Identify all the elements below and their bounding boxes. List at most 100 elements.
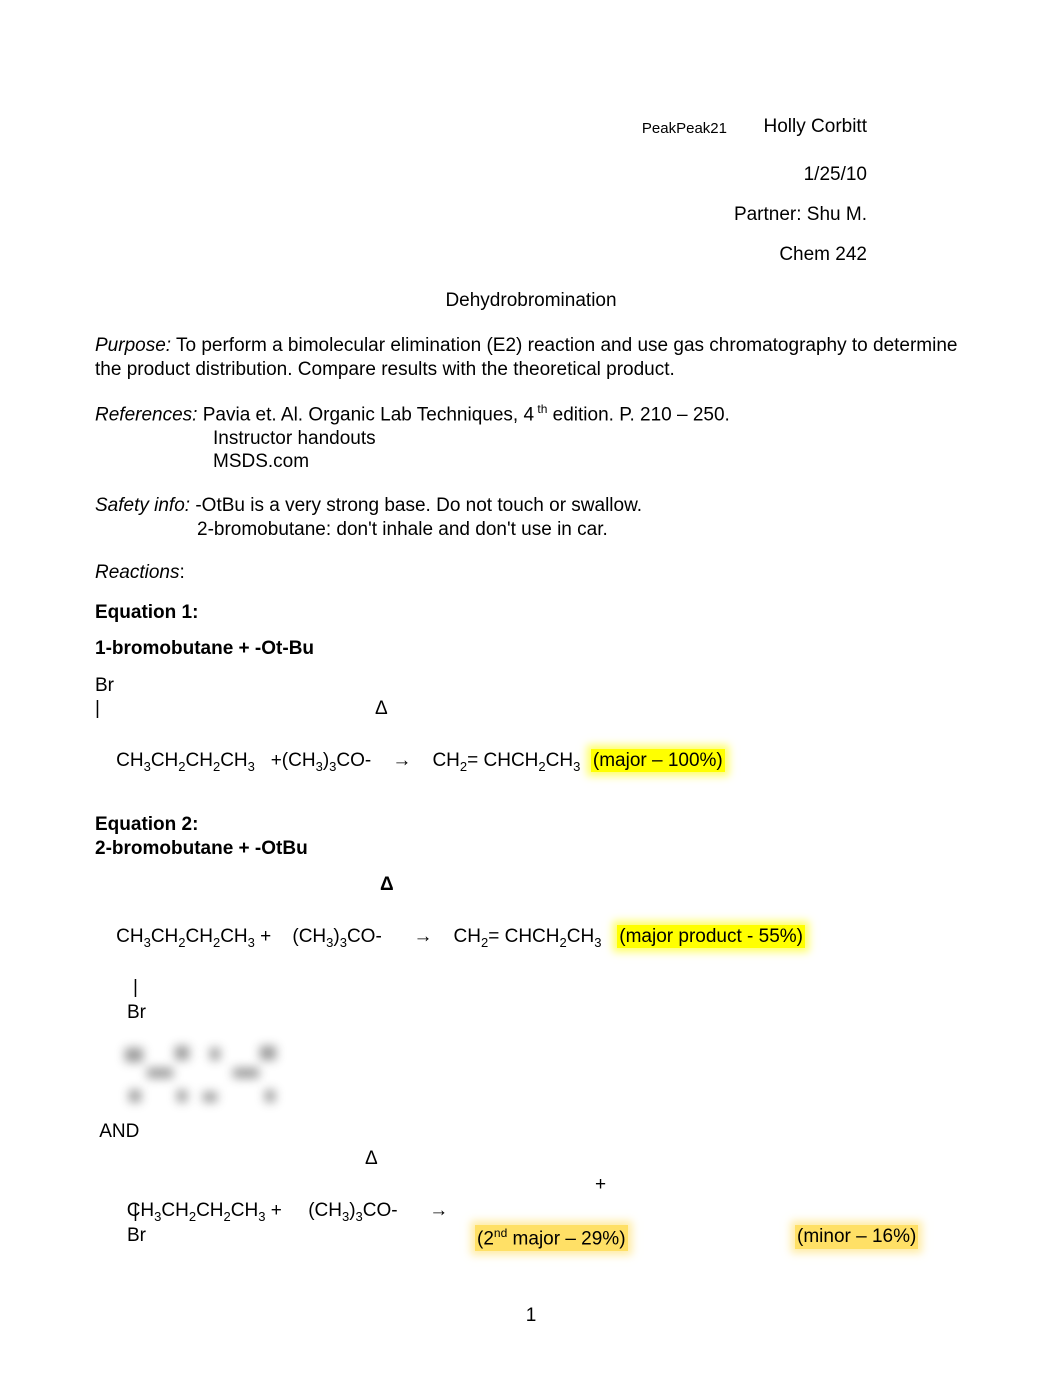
eq3-arrow: → [429,1200,448,1221]
eq2-ch3: CH [186,926,213,947]
eq1-line3: CH3CH2CH2CH3 +(CH3)3CO- → CH2= CHCH2CH3 … [95,724,967,800]
references-block: References: Pavia et. Al. Organic Lab Te… [95,402,967,475]
eq3-br: Br [127,1225,146,1247]
page-number: 1 [526,1305,537,1327]
reactions-label-text: Reactions [95,562,180,583]
references-line3: MSDS.com [213,450,967,474]
eq1-rhs1: CH [411,750,460,771]
safety-line1: Safety info: -OtBu is a very strong base… [95,494,967,518]
eq3-s6: 3 [356,1209,363,1224]
eq1-ch2: CH [151,750,178,771]
eq2-eq: = CHCH [488,926,559,947]
eq3-delta-row: Δ [95,1148,967,1174]
eq3-hl1-post: major – 29%) [507,1228,625,1249]
eq3-hl1: (2nd major – 29%) [475,1225,628,1251]
eq2-s8: 2 [560,935,567,950]
eq3-delta: Δ [365,1148,378,1170]
eq3-plus: + (CH [265,1200,342,1221]
eq3-plus2: + [595,1174,606,1196]
eq1-co: CO- [336,750,392,771]
reactions-colon: : [180,562,185,583]
eq1-eq: = CHCH [467,750,538,771]
course: Chem 242 [779,244,867,266]
eq2-bar: | [133,976,967,1001]
equation2-block: Δ CH3CH2CH2CH3 + (CH3)3CO- → CH2= CHCH2C… [95,874,967,1025]
eq1-ch4: CH [220,750,247,771]
eq1-plus: +(CH [255,750,316,771]
eq2-ch2: CH [151,926,178,947]
author-name: Holly Corbitt [764,116,867,138]
safety-block: Safety info: -OtBu is a very strong base… [95,494,967,542]
ref1-part2: edition. P. 210 – 250. [547,404,729,425]
eq1-s2: 2 [178,759,185,774]
eq2-ch1: CH [116,926,143,947]
eq3-ch4: CH [231,1200,258,1221]
eq2-ch4: CH [220,926,247,947]
eq3-line: CH3CH2CH2CH3 + (CH3)3CO- → + [95,1174,967,1200]
eq3-s2: 2 [189,1209,196,1224]
document-title: Dehydrobromination [95,290,967,312]
references-line2: Instructor handouts [213,427,967,451]
eq2-s4: 3 [248,935,255,950]
eq1-line1: Br [95,674,967,699]
eq3-hl1-pre: (2 [477,1228,494,1249]
eq3-ch3: CH [196,1200,223,1221]
ref1-sup: th [534,402,547,416]
eq3-hl2: (minor – 16%) [795,1225,918,1249]
eq2-s6: 3 [340,935,347,950]
and-label: AND [95,1120,967,1145]
references-line1: References: Pavia et. Al. Organic Lab Te… [95,402,967,427]
eq1-bar: | [95,698,100,720]
eq2-br: Br [127,1001,967,1026]
equation1-sub: 1-bromobutane + -Ot-Bu [95,638,967,660]
eq1-s1: 3 [144,759,151,774]
eq2-rhs1: CH [432,926,481,947]
equation2-header: Equation 2: [95,814,967,836]
header-block: PeakPeak21 Holly Corbitt 1/25/10 Partner… [95,90,967,260]
eq3-s3: 2 [224,1209,231,1224]
eq2-plus: + (CH [255,926,326,947]
eq2-ch: CH [567,926,594,947]
eq1-ch1: CH [116,750,143,771]
eq1-arrow: → [392,750,411,771]
eq2-delta: Δ [380,874,394,896]
equation1-header: Equation 1: [95,602,967,624]
eq1-s8: 2 [538,759,545,774]
eq1-major-highlight: (major – 100%) [591,749,725,772]
eq3-ch2: CH [161,1200,188,1221]
purpose-label: Purpose: [95,335,171,356]
eq2-line: CH3CH2CH2CH3 + (CH3)3CO- → CH2= CHCH2CH3… [95,900,967,976]
equation3-block: Δ CH3CH2CH2CH3 + (CH3)3CO- → + | Br (2nd… [95,1148,967,1251]
eq1-s4: 3 [248,759,255,774]
eq1-delta: Δ [375,698,388,720]
blurred-structure [115,1040,325,1110]
eq1-s9: 3 [573,759,580,774]
equation1-block: Br | Δ CH3CH2CH2CH3 +(CH3)3CO- → CH2= CH… [95,674,967,801]
eq3-ch1: CH [127,1200,154,1221]
references-label: References: [95,404,197,425]
eq1-ch: CH [546,750,573,771]
eq2-arrow: → [413,926,432,947]
safety-label: Safety info: [95,495,190,516]
safety-text1: -OtBu is a very strong base. Do not touc… [190,495,642,516]
eq3-co: CO- [363,1200,430,1221]
reactions-label: Reactions: [95,562,967,584]
eq2-co: CO- [347,926,414,947]
eq1-line2: | Δ [95,698,967,724]
peak-label: PeakPeak21 [642,120,727,137]
ref1-part1: Pavia et. Al. Organic Lab Techniques, 4 [197,404,534,425]
date: 1/25/10 [804,164,867,186]
eq1-ch3: CH [186,750,213,771]
eq2-s9: 3 [594,935,601,950]
eq3-br-row: Br (2nd major – 29%) (minor – 16%) [95,1225,967,1251]
purpose-paragraph: Purpose: To perform a bimolecular elimin… [95,334,967,382]
eq2-delta-row: Δ [95,874,967,900]
partner: Partner: Shu M. [734,204,867,226]
equation2-sub: 2-bromobutane + -OtBu [95,838,967,860]
eq2-s1: 3 [144,935,151,950]
eq3-hl1-sup: nd [494,1226,507,1240]
safety-line2: 2-bromobutane: don't inhale and don't us… [197,518,967,542]
eq2-major-highlight: (major product - 55%) [617,925,805,948]
purpose-text: To perform a bimolecular elimination (E2… [95,335,958,380]
eq1-s5: 3 [316,759,323,774]
